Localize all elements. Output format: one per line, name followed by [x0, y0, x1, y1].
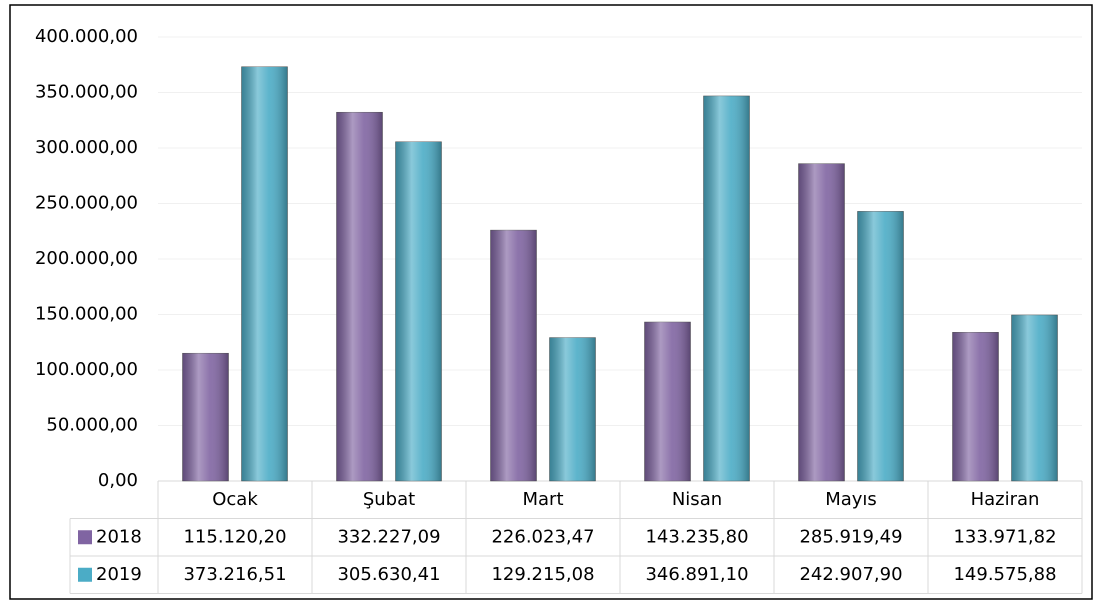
legend-label: 2019: [96, 564, 142, 585]
bar-shine: [182, 353, 229, 481]
y-tick-label: 150.000,00: [35, 304, 138, 325]
table-value: 285.919,49: [799, 526, 902, 547]
table-value: 115.120,20: [183, 526, 286, 547]
x-tick-label: Mayıs: [825, 489, 877, 510]
x-tick-label: Nisan: [672, 489, 722, 510]
bar-shine: [395, 141, 442, 481]
bar-shine: [1011, 314, 1058, 481]
y-tick-label: 50.000,00: [46, 415, 138, 436]
bar-shine: [952, 332, 999, 481]
bar-shine: [857, 211, 904, 481]
table-value: 346.891,10: [645, 564, 748, 585]
table-value: 133.971,82: [953, 526, 1056, 547]
x-tick-label: Mart: [522, 489, 563, 510]
legend-key: [78, 530, 92, 545]
legend-label: 2018: [96, 526, 142, 547]
table-value: 305.630,41: [337, 564, 440, 585]
x-tick-label: Ocak: [212, 489, 258, 510]
x-tick-label: Şubat: [363, 489, 415, 510]
x-tick-label: Haziran: [971, 489, 1040, 510]
bar-shine: [549, 337, 596, 481]
bar-shine: [336, 112, 383, 481]
table-value: 226.023,47: [491, 526, 594, 547]
table-value: 143.235,80: [645, 526, 748, 547]
y-tick-label: 250.000,00: [35, 193, 138, 214]
table-value: 149.575,88: [953, 564, 1056, 585]
y-tick-label: 300.000,00: [35, 137, 138, 158]
legend-key: [78, 567, 92, 582]
y-tick-label: 400.000,00: [35, 26, 138, 47]
bar-shine: [798, 163, 845, 481]
bar-shine: [490, 230, 537, 481]
table-value: 373.216,51: [183, 564, 286, 585]
table-value: 332.227,09: [337, 526, 440, 547]
table-value: 129.215,08: [491, 564, 594, 585]
bar-shine: [644, 322, 691, 481]
y-tick-label: 200.000,00: [35, 248, 138, 269]
y-tick-label: 350.000,00: [35, 82, 138, 103]
bar-shine: [703, 95, 750, 482]
y-tick-label: 100.000,00: [35, 359, 138, 380]
y-tick-label: 0,00: [98, 470, 138, 491]
chart-frame: [9, 4, 1093, 600]
table-value: 242.907,90: [799, 564, 902, 585]
bar-shine: [241, 66, 288, 481]
